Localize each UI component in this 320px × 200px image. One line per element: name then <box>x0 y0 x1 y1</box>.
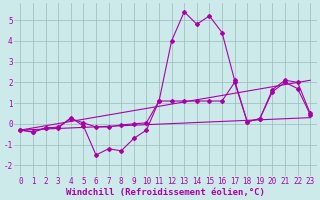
X-axis label: Windchill (Refroidissement éolien,°C): Windchill (Refroidissement éolien,°C) <box>66 188 265 197</box>
